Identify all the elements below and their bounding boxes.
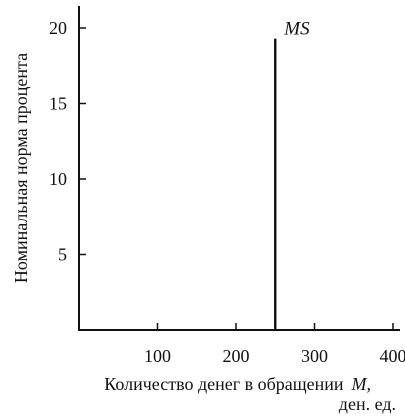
x-axis-title: Количество денег в обращении M, xyxy=(104,374,371,394)
x-tick-label: 400 xyxy=(380,346,405,366)
y-tick-label: 15 xyxy=(49,94,67,114)
y-tick-label: 5 xyxy=(58,245,67,265)
y-axis-title: Номинальная норма процента xyxy=(11,53,31,283)
y-tick-label: 20 xyxy=(49,18,67,38)
x-tick-label: 200 xyxy=(223,346,250,366)
ticks: 100 200 300 400 5 10 15 20 xyxy=(49,18,405,366)
x-axis-title-symbol: M, xyxy=(351,374,372,394)
series-label-ms: MS xyxy=(283,19,310,40)
x-tick-label: 300 xyxy=(301,346,328,366)
axes xyxy=(78,6,400,331)
x-axis-unit: ден. ед. xyxy=(339,394,396,414)
x-axis-title-text: Количество денег в обращении xyxy=(104,374,344,394)
x-tick-label: 100 xyxy=(144,346,171,366)
series: MS xyxy=(275,19,310,330)
y-tick-label: 10 xyxy=(49,169,67,189)
